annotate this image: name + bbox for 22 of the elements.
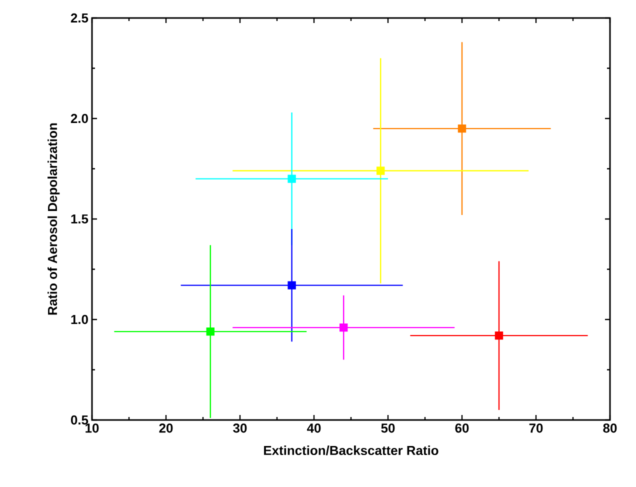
x-tick-label: 50 — [381, 424, 395, 433]
y-tick-label: 1.5 — [71, 214, 88, 224]
point — [340, 323, 348, 332]
y-tick-label: 1.0 — [71, 314, 88, 324]
point — [288, 174, 296, 183]
y-axis-title: Ratio of Aerosol Depolarization — [48, 123, 60, 315]
x-tick-label: 10 — [86, 424, 99, 433]
y-tick-label: 0.5 — [70, 415, 88, 425]
point — [494, 331, 504, 340]
point — [206, 327, 214, 336]
point — [458, 124, 466, 133]
x-tick-label: 20 — [159, 424, 173, 433]
x-tick-label: 60 — [455, 424, 469, 433]
x-tick-label: 40 — [307, 424, 321, 433]
x-tick-label: 70 — [529, 424, 543, 433]
point — [288, 281, 296, 290]
x-axis-title: Extinction/Backscatter Ratio — [264, 446, 438, 456]
y-tick-label: 2.5 — [70, 13, 88, 23]
x-tick-label: 30 — [233, 424, 247, 433]
x-tick-label: 80 — [603, 424, 617, 433]
y-tick-label: 2.0 — [70, 114, 88, 124]
point — [376, 166, 385, 175]
